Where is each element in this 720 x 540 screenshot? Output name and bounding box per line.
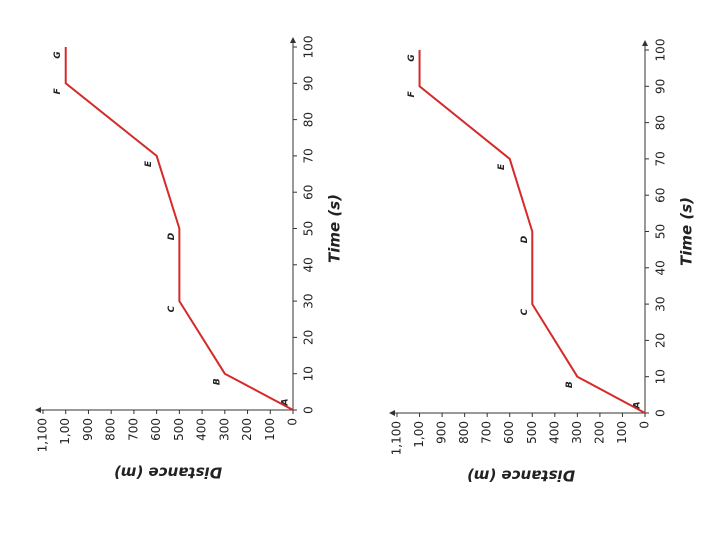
point-label: A	[633, 401, 643, 409]
y-tick-label: 800	[104, 418, 118, 441]
x-tick-label: 80	[654, 115, 668, 130]
x-axis-arrow	[642, 40, 648, 46]
y-tick-label: 500	[525, 421, 539, 444]
y-tick-label: 700	[480, 421, 494, 444]
x-tick-label: 90	[302, 76, 316, 91]
point-label: F	[53, 87, 63, 94]
point-label: E	[497, 163, 507, 170]
data-line	[418, 50, 646, 414]
x-axis-arrow	[290, 37, 296, 43]
y-tick-label: 400	[547, 421, 561, 444]
x-tick-label: 70	[654, 151, 668, 166]
x-tick-label: 30	[302, 293, 316, 308]
x-tick-label: 10	[654, 369, 668, 384]
y-tick-label: 500	[172, 418, 186, 441]
x-tick-label: 40	[302, 257, 316, 272]
x-tick-label: 100	[302, 36, 316, 59]
y-tick-label: 0	[286, 418, 300, 426]
y-tick-label: 900	[435, 421, 449, 444]
y-axis-arrow	[35, 407, 41, 413]
x-tick-label: 0	[302, 406, 316, 414]
x-tick-label: 90	[654, 79, 668, 94]
x-tick-label: 50	[654, 224, 668, 239]
point-label: B	[565, 381, 575, 388]
y-tick-label: 1,00	[412, 421, 426, 448]
y-tick-label: 1,00	[58, 418, 72, 445]
data-line	[64, 47, 294, 411]
x-tick-label: 60	[302, 185, 316, 200]
x-tick-label: 60	[654, 188, 668, 203]
chart: 0 10 20 30 40 50 60 70 80 90 100 0 100 200 300 400 500 60…	[389, 39, 696, 485]
y-tick-label: 200	[592, 421, 606, 444]
y-tick-label: 0	[638, 421, 652, 429]
point-label: C	[520, 308, 530, 315]
x-tick-label: 80	[302, 112, 316, 127]
x-axis-title: Time (s)	[678, 197, 696, 266]
x-tick-label: 40	[654, 260, 668, 275]
y-axis-title: Distance (m)	[114, 464, 222, 482]
x-tick-label: 20	[654, 333, 668, 348]
point-label: A	[281, 398, 291, 406]
point-label: C	[167, 305, 177, 312]
x-tick-label: 100	[654, 39, 668, 62]
y-tick-label: 800	[457, 421, 471, 444]
y-tick-label: 400	[195, 418, 209, 441]
y-tick-label: 900	[81, 418, 95, 441]
y-tick-label: 600	[502, 421, 516, 444]
y-tick-label: 200	[240, 418, 254, 441]
x-tick-label: 0	[654, 409, 668, 417]
point-label: G	[407, 54, 417, 61]
x-axis-title: Time (s)	[326, 194, 344, 263]
y-tick-label: 300	[570, 421, 584, 444]
y-axis-title: Distance (m)	[467, 467, 575, 485]
x-tick-label: 70	[302, 148, 316, 163]
point-label: B	[212, 378, 222, 385]
y-tick-label: 600	[149, 418, 163, 441]
y-axis-arrow	[389, 410, 395, 416]
point-label: D	[520, 235, 530, 243]
x-tick-label: 30	[654, 296, 668, 311]
point-label: G	[53, 51, 63, 58]
point-label: F	[407, 90, 417, 97]
point-label: E	[144, 160, 154, 167]
y-tick-label: 100	[615, 421, 629, 444]
y-tick-label: 700	[126, 418, 140, 441]
y-tick-label: 100	[263, 418, 277, 441]
x-tick-label: 10	[302, 366, 316, 381]
x-tick-label: 50	[302, 221, 316, 236]
x-tick-label: 20	[302, 330, 316, 345]
chart: 0 10 20 30 40 50 60 70 80 90 100 0 100 200 300 400 500 60…	[35, 36, 344, 482]
y-tick-label: 300	[217, 418, 231, 441]
y-tick-label: 1,100	[390, 421, 404, 455]
y-tick-label: 1,100	[36, 418, 50, 452]
point-label: D	[167, 232, 177, 240]
